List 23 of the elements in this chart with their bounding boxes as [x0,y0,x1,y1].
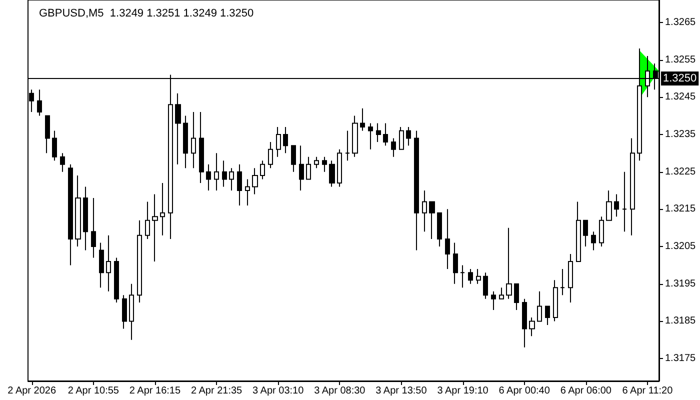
x-tick-label: 6 Apr 11:20 [622,386,674,396]
x-tick-label: 3 Apr 13:50 [376,386,428,396]
x-tick-label: 3 Apr 08:30 [314,386,366,396]
y-tick-label: 1.3265 [665,16,696,28]
x-tick-label: 6 Apr 00:40 [498,386,550,396]
y-tick-label: 1.3235 [665,128,696,140]
x-tick-label: 3 Apr 03:10 [252,386,304,396]
x-tick-label: 2 Apr 10:55 [68,386,120,396]
x-tick-label: 2 Apr 2026 [8,386,56,396]
y-tick-label: 1.3185 [665,316,696,327]
y-tick-label: 1.3205 [665,241,696,252]
y-tick-label: 1.3255 [665,54,696,66]
x-tick-label: 2 Apr 16:15 [129,386,181,396]
y-tick-label: 1.3175 [665,353,696,364]
ref-line-label: 1.3250 [663,72,697,84]
y-tick-label: 1.3245 [665,92,696,103]
x-tick-label: 2 Apr 21:35 [190,386,243,396]
y-tick-label: 1.3215 [665,204,696,215]
x-tick-label: 6 Apr 06:00 [560,386,612,396]
y-tick-label: 1.3225 [665,166,696,178]
x-tick-label: 3 Apr 19:10 [437,386,489,396]
y-tick-label: 1.3195 [665,278,696,290]
text: GBPUSD,M5 1.3249 1.3251 1.3249 1.3250 [39,8,254,20]
